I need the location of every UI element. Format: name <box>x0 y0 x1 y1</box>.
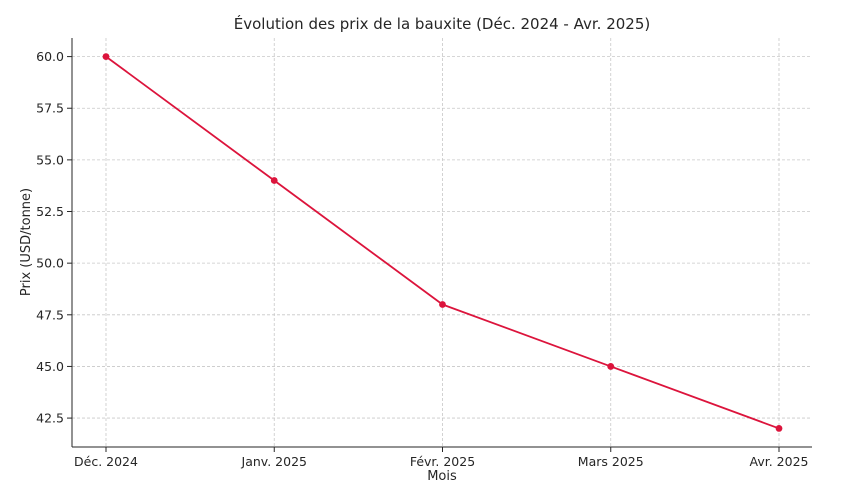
x-tick-label: Févr. 2025 <box>410 454 475 469</box>
data-point <box>775 425 783 432</box>
y-tick-label: 52.5 <box>36 204 64 219</box>
x-tick-label: Avr. 2025 <box>750 454 809 469</box>
x-ticks: Déc. 2024 Janv. 2025 Févr. 2025 Mars 2025 Av… <box>74 447 808 469</box>
x-tick-label: Janv. 2025 <box>241 454 307 469</box>
chart-title: Évolution des prix de la bauxite (Déc. 2… <box>234 14 650 33</box>
y-tick-label: 47.5 <box>36 307 64 322</box>
x-tick-label: Déc. 2024 <box>74 454 138 469</box>
y-axis-title: Prix (USD/tonne) <box>19 188 34 296</box>
gridlines <box>72 38 812 447</box>
series-line <box>105 55 780 430</box>
y-tick-label: 55.0 <box>36 152 64 167</box>
data-point <box>607 363 615 370</box>
x-tick-label: Mars 2025 <box>578 454 644 469</box>
y-tick-label: 60.0 <box>36 49 64 64</box>
data-point <box>270 177 278 184</box>
y-tick-label: 57.5 <box>36 101 64 116</box>
y-tick-label: 45.0 <box>36 359 64 374</box>
y-tick-label: 42.5 <box>36 411 64 426</box>
x-axis-title: Mois <box>427 469 457 484</box>
axes <box>71 38 812 448</box>
data-point <box>102 53 110 60</box>
y-ticks: 42.5 45.0 47.5 50.0 52.5 55.0 57.5 60.0 <box>36 49 72 426</box>
y-tick-label: 50.0 <box>36 256 64 271</box>
data-point <box>439 301 446 308</box>
series-layer <box>102 53 783 432</box>
